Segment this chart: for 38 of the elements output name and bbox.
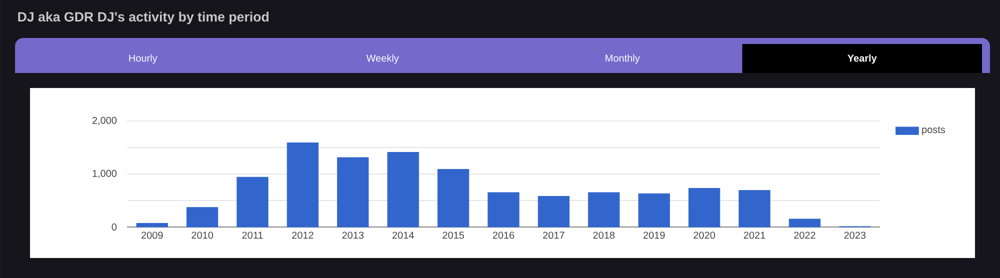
x-tick-label: 2016 <box>492 232 514 239</box>
text: Weekly <box>366 54 399 64</box>
bar <box>337 157 369 228</box>
text: Monthly <box>606 54 640 64</box>
x-tick-label: 2017 <box>543 232 564 239</box>
x-tick-label: 2009 <box>142 232 163 239</box>
chart-title: DJ aka GDR DJ's activity by time period <box>18 12 269 24</box>
bar <box>286 142 319 228</box>
x-tick-label: 2013 <box>342 232 364 239</box>
bar <box>638 193 670 228</box>
y-tick-label: 0 <box>112 223 117 231</box>
x-tick-label: 2020 <box>694 232 716 239</box>
x-tick-label: 2014 <box>392 232 414 239</box>
bar <box>488 192 520 228</box>
x-tick-label: 2023 <box>844 232 866 239</box>
y-tick-label: 2,000 <box>92 116 117 126</box>
bar <box>136 223 168 228</box>
x-tick-label: 2015 <box>442 232 464 239</box>
bar <box>437 168 470 228</box>
bar <box>688 188 720 228</box>
bar <box>788 218 821 228</box>
x-tick-label: 2018 <box>593 232 615 239</box>
bar <box>186 207 218 228</box>
x-tick-label: 2019 <box>643 232 665 239</box>
x-tick-label: 2010 <box>192 232 214 239</box>
x-tick-label: 2022 <box>794 232 816 239</box>
x-tick-label: 2012 <box>292 232 314 239</box>
legend-label: posts <box>922 126 946 136</box>
text: Hourly <box>129 54 158 64</box>
bar <box>236 176 268 228</box>
bar <box>738 190 770 228</box>
bar <box>387 152 419 228</box>
y-tick-label: 1,000 <box>92 170 117 178</box>
x-tick-label: 2021 <box>744 232 766 239</box>
text: Yearly <box>848 54 877 64</box>
bar <box>588 192 620 228</box>
x-tick-label: 2011 <box>242 232 263 239</box>
bar <box>538 196 570 228</box>
